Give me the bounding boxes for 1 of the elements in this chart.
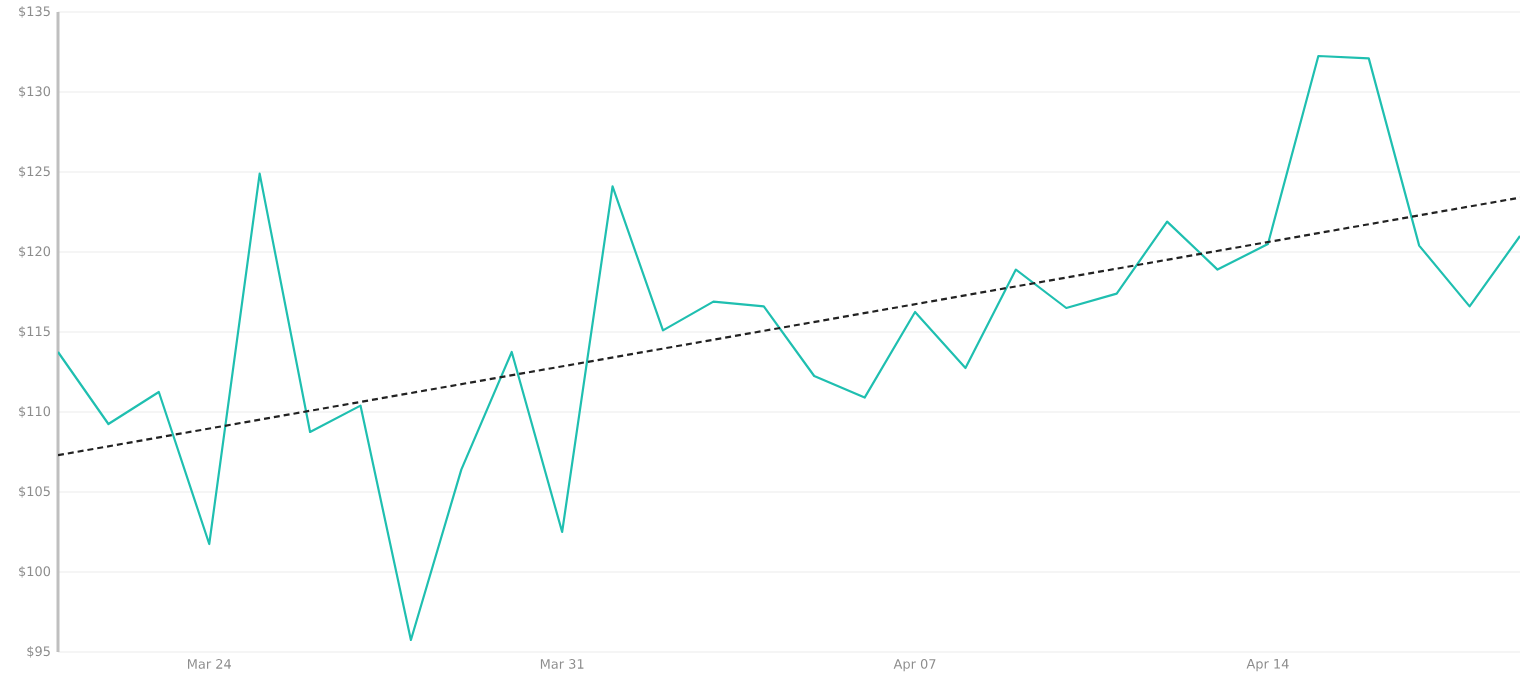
line-series (58, 54, 1521, 642)
